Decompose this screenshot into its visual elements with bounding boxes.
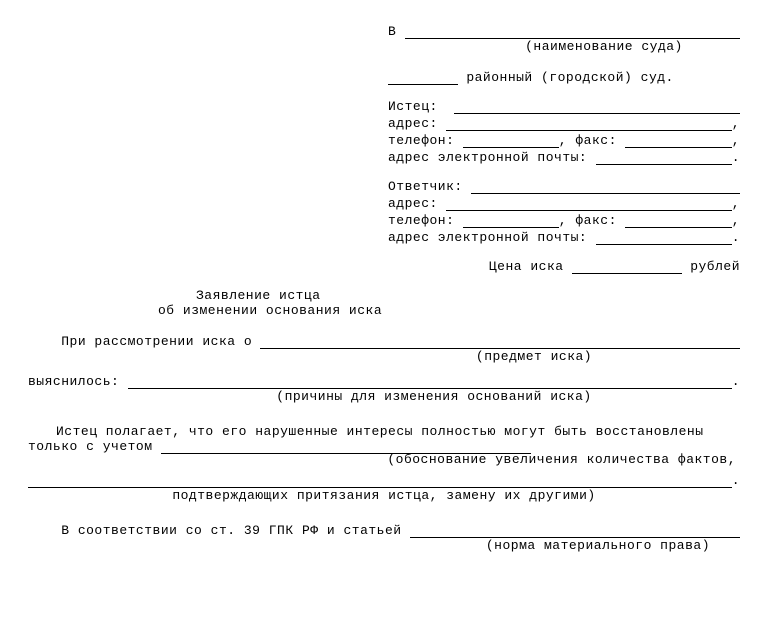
plaintiff-phone-label: телефон:	[388, 133, 454, 148]
comma-6: ,	[732, 213, 740, 228]
plaintiff-address-label: адрес:	[388, 116, 438, 131]
price-block: Цена иска рублей	[388, 259, 740, 274]
accordance-text: В соответствии со ст. 39 ГПК РФ и статье…	[61, 523, 401, 538]
defendant-fax-label: факс:	[575, 213, 617, 228]
court-to-row: В	[388, 24, 740, 39]
plaintiff-name-blank[interactable]	[454, 100, 740, 114]
court-type-blank[interactable]	[388, 71, 458, 85]
period-2: .	[732, 230, 740, 245]
comma-3: ,	[732, 133, 740, 148]
court-name-caption: (наименование суда)	[468, 39, 740, 54]
plaintiff-phone-blank[interactable]	[463, 134, 559, 148]
comma-2: ,	[559, 133, 567, 148]
defendant-phone-label: телефон:	[388, 213, 454, 228]
plaintiff-name-label: Истец:	[388, 99, 438, 114]
revealed-block: выяснилось: . (причины для изменения осн…	[28, 374, 740, 404]
defendant-email-label: адрес электронной почты:	[388, 230, 587, 245]
defendant-phone-blank[interactable]	[463, 214, 559, 228]
defendant-fax-blank[interactable]	[625, 214, 732, 228]
period-1: .	[732, 150, 740, 165]
price-blank[interactable]	[572, 260, 682, 274]
defendant-email-blank[interactable]	[596, 231, 732, 245]
comma-4: ,	[732, 196, 740, 211]
plaintiff-email-label: адрес электронной почты:	[388, 150, 587, 165]
norm-caption: (норма материального права)	[28, 538, 740, 553]
period-4: .	[732, 473, 740, 488]
title-line1: Заявление истца	[196, 288, 740, 303]
price-label: Цена иска	[489, 259, 564, 274]
norm-blank[interactable]	[410, 524, 740, 538]
justification-caption-2: подтверждающих притязания истца, замену …	[28, 488, 740, 503]
reasons-blank[interactable]	[128, 375, 732, 389]
period-3: .	[732, 374, 740, 389]
comma-5: ,	[559, 213, 567, 228]
intro-text: При рассмотрении иска о	[61, 334, 252, 349]
defendant-name-blank[interactable]	[471, 180, 740, 194]
title-line2: об изменении основания иска	[158, 303, 740, 318]
subject-caption: (предмет иска)	[328, 349, 740, 364]
court-suffix-row: районный (городской) суд.	[388, 70, 740, 85]
intro-block: При рассмотрении иска о (предмет иска)	[28, 334, 740, 364]
accordance-block: В соответствии со ст. 39 ГПК РФ и статье…	[28, 523, 740, 553]
plaintiff-block: Истец: адрес: , телефон: , факс: , адрес…	[388, 99, 740, 165]
court-suffix: районный (городской) суд.	[466, 70, 674, 85]
plaintiff-fax-blank[interactable]	[625, 134, 732, 148]
to-label: В	[388, 24, 396, 39]
subject-blank[interactable]	[260, 335, 740, 349]
comma-1: ,	[732, 116, 740, 131]
plaintiff-fax-label: факс:	[575, 133, 617, 148]
price-unit: рублей	[690, 259, 740, 274]
title-block: Заявление истца об изменении основания и…	[158, 288, 740, 318]
justification-caption-1: (обоснование увеличения количества факто…	[28, 452, 740, 467]
defendant-address-blank[interactable]	[446, 197, 732, 211]
justification-blank-2[interactable]	[28, 474, 732, 488]
reasons-caption: (причины для изменения оснований иска)	[128, 389, 740, 404]
defendant-name-label: Ответчик:	[388, 179, 463, 194]
plaintiff-email-blank[interactable]	[596, 151, 732, 165]
defendant-address-label: адрес:	[388, 196, 438, 211]
plaintiff-address-blank[interactable]	[446, 117, 732, 131]
revealed-label: выяснилось:	[28, 374, 119, 389]
court-name-blank[interactable]	[405, 25, 740, 39]
believes-block: Истец полагает, что его нарушенные интер…	[28, 424, 740, 503]
defendant-block: Ответчик: адрес: , телефон: , факс: , ад…	[388, 179, 740, 245]
